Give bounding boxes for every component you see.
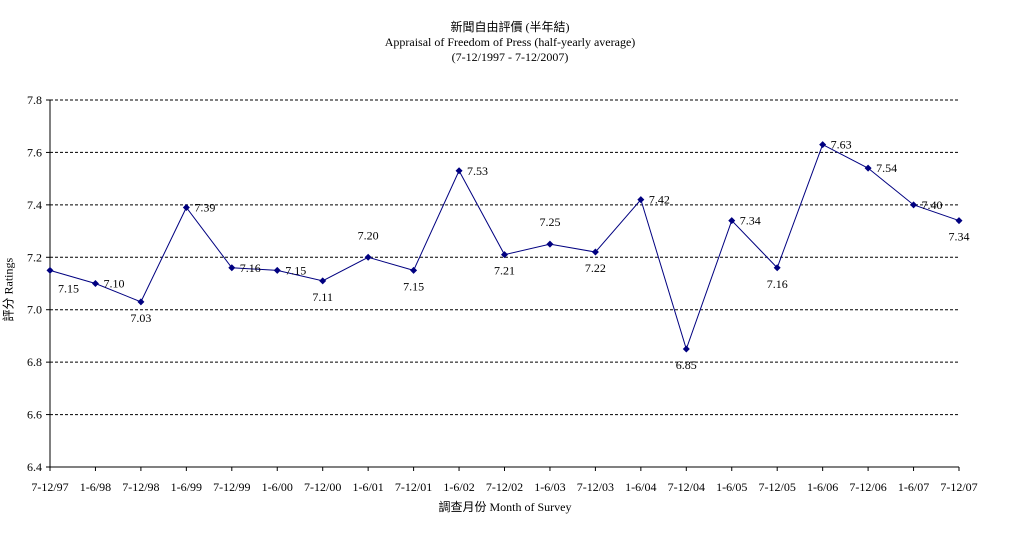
- x-tick-label: 7-12/05: [759, 480, 796, 494]
- data-label: 7.16: [240, 261, 261, 275]
- data-label: 7.11: [312, 290, 333, 304]
- y-tick-label: 7.0: [27, 303, 42, 317]
- data-point: [182, 203, 190, 211]
- data-label: 7.54: [876, 161, 897, 175]
- data-point: [319, 277, 327, 285]
- x-tick-label: 7-12/97: [31, 480, 68, 494]
- x-axis-label: 調查月份 Month of Survey: [438, 500, 572, 514]
- x-tick-label: 1-6/01: [352, 480, 383, 494]
- y-tick-label: 7.2: [27, 250, 42, 264]
- data-label: 7.40: [922, 198, 943, 212]
- data-point: [864, 164, 872, 172]
- x-tick-label: 1-6/03: [534, 480, 565, 494]
- data-point: [819, 141, 827, 149]
- data-label: 7.15: [403, 279, 424, 293]
- x-tick-label: 7-12/98: [122, 480, 159, 494]
- data-label: 7.39: [194, 200, 215, 214]
- y-tick-label: 7.8: [27, 93, 42, 107]
- data-point: [728, 217, 736, 225]
- data-point: [910, 201, 918, 209]
- x-tick-label: 1-6/00: [262, 480, 293, 494]
- x-tick-label: 7-12/07: [940, 480, 977, 494]
- x-tick-label: 7-12/02: [486, 480, 523, 494]
- data-point: [682, 345, 690, 353]
- data-label: 6.85: [676, 358, 697, 372]
- y-tick-label: 7.6: [27, 145, 42, 159]
- data-point: [46, 266, 54, 274]
- y-tick-label: 6.4: [27, 460, 42, 474]
- data-label: 7.25: [539, 215, 560, 229]
- x-tick-label: 1-6/98: [80, 480, 111, 494]
- data-label: 7.15: [285, 263, 306, 277]
- data-label: 7.15: [58, 281, 79, 295]
- data-point: [364, 253, 372, 261]
- x-tick-label: 1-6/06: [807, 480, 838, 494]
- data-point: [455, 167, 463, 175]
- series-line: [49, 143, 960, 351]
- x-tick-label: 1-6/99: [171, 480, 202, 494]
- x-tick-label: 1-6/04: [625, 480, 656, 494]
- x-tick-label: 7-12/06: [849, 480, 886, 494]
- chart-subtitle: Appraisal of Freedom of Press (half-year…: [384, 35, 636, 49]
- data-label: 7.16: [767, 277, 788, 291]
- data-label: 7.03: [130, 311, 151, 325]
- y-tick-label: 6.8: [27, 355, 42, 369]
- data-point: [410, 266, 418, 274]
- x-tick-label: 7-12/01: [395, 480, 432, 494]
- x-tick-label: 1-6/02: [443, 480, 474, 494]
- data-label: 7.20: [358, 228, 379, 242]
- x-tick-label: 7-12/00: [304, 480, 341, 494]
- chart-subtitle-range: (7-12/1997 - 7-12/2007): [451, 50, 569, 64]
- data-point: [91, 280, 99, 287]
- data-label: 7.21: [494, 264, 515, 278]
- data-label: 7.22: [585, 261, 606, 275]
- data-point: [591, 248, 599, 256]
- data-point: [228, 264, 236, 272]
- data-point: [546, 240, 554, 248]
- data-point: [137, 298, 145, 306]
- data-point: [773, 264, 781, 272]
- data-point: [273, 266, 281, 274]
- y-tick-label: 7.4: [27, 198, 42, 212]
- data-label: 7.10: [103, 277, 124, 291]
- data-label: 7.34: [949, 230, 970, 244]
- data-label: 7.63: [831, 138, 852, 152]
- x-tick-label: 7-12/03: [577, 480, 614, 494]
- chart-title: 新聞自由評價 (半年結): [450, 20, 570, 34]
- x-tick-label: 7-12/04: [668, 480, 705, 494]
- y-tick-label: 6.6: [27, 408, 42, 422]
- data-label: 7.42: [649, 193, 670, 207]
- data-point: [501, 251, 508, 259]
- x-tick-label: 1-6/05: [716, 480, 747, 494]
- data-point: [637, 196, 645, 204]
- data-label: 7.34: [740, 214, 761, 228]
- x-tick-label: 7-12/99: [213, 480, 250, 494]
- x-tick-label: 1-6/07: [898, 480, 929, 494]
- data-label: 7.53: [467, 164, 488, 178]
- data-point: [955, 217, 963, 225]
- chart-title-block: 新聞自由評價 (半年結) Appraisal of Freedom of Pre…: [0, 20, 1020, 65]
